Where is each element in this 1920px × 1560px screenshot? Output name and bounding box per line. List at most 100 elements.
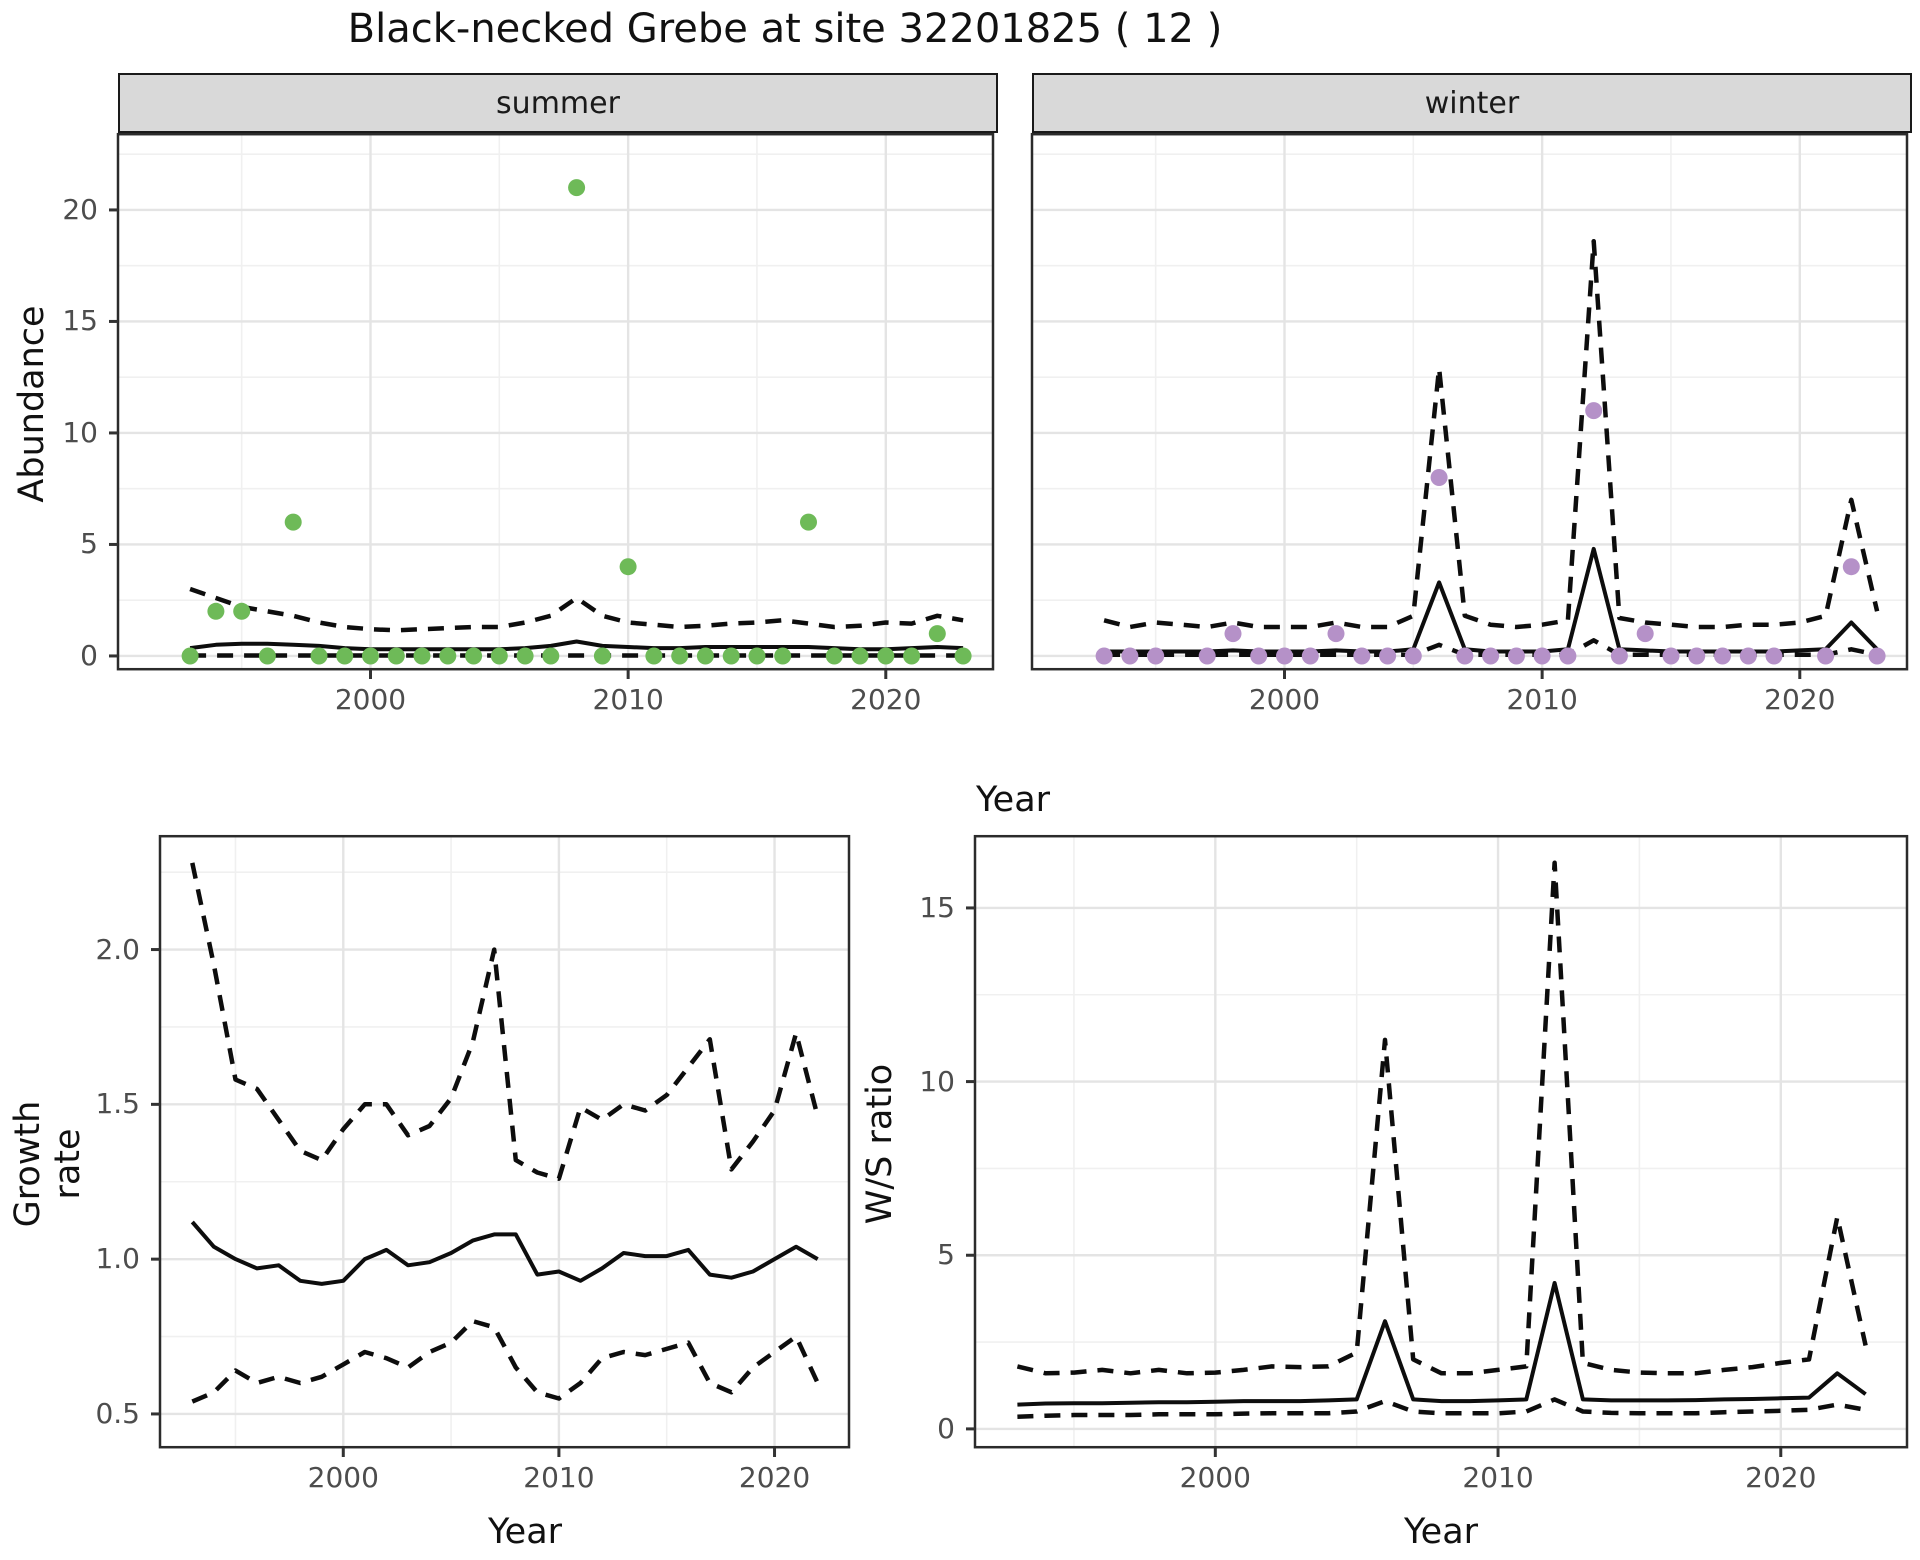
abundance-point xyxy=(387,647,405,665)
abundance-point xyxy=(1585,402,1603,420)
y-tick-label: 5 xyxy=(80,527,98,561)
abundance-point xyxy=(181,647,199,665)
y-tick-label: 1.0 xyxy=(95,1242,140,1276)
minor-gridlines xyxy=(1032,133,1908,670)
facet-strip-summer-label: summer xyxy=(496,85,620,121)
facet-strip-summer: summer xyxy=(118,73,998,133)
ci_lower-line xyxy=(1017,1397,1867,1419)
axis-ticks xyxy=(966,906,1783,1457)
x-tick-label: 2020 xyxy=(850,683,922,716)
x-tick-label: 2000 xyxy=(307,1461,379,1494)
y-tick-label: 5 xyxy=(937,1238,955,1272)
abundance-point xyxy=(439,647,457,665)
x-axis-title-growth: Year xyxy=(487,1512,563,1552)
abundance-point xyxy=(1610,647,1628,665)
ci_upper-line xyxy=(1103,238,1880,630)
x-tick-label: 2010 xyxy=(592,683,664,716)
x-tick-label: 2000 xyxy=(1248,683,1321,716)
abundance-point xyxy=(696,647,714,665)
abundance-point xyxy=(774,647,792,665)
axis-ticks xyxy=(109,208,888,679)
ci_upper-line xyxy=(1016,860,1868,1376)
abundance-point xyxy=(645,647,663,665)
abundance-point xyxy=(1817,647,1835,665)
abundance-point xyxy=(1842,558,1860,576)
abundance-point xyxy=(954,647,972,665)
abundance-point xyxy=(1224,625,1242,643)
abundance-point xyxy=(1739,647,1757,665)
minor-gridlines xyxy=(118,133,994,670)
abundance-point xyxy=(516,647,534,665)
y-tick-label: 10 xyxy=(919,1064,955,1098)
abundance-point xyxy=(413,647,431,665)
y-tick-label: 0.5 xyxy=(95,1396,140,1430)
abundance-points xyxy=(1095,402,1886,665)
abundance-point xyxy=(1533,647,1551,665)
x-axis-title-ws: Year xyxy=(1403,1512,1479,1552)
x-tick-label: 2000 xyxy=(1179,1461,1251,1494)
abundance-point xyxy=(748,647,766,665)
minor-gridlines xyxy=(975,835,1908,1448)
abundance-point xyxy=(1276,647,1293,665)
abundance-point xyxy=(1404,647,1422,665)
y-tick-label: 20 xyxy=(62,192,98,226)
y-tick-label: 0 xyxy=(937,1411,955,1445)
x-tick-label: 2020 xyxy=(1745,1461,1817,1494)
abundance-point xyxy=(1095,647,1113,665)
fit-line xyxy=(190,1220,819,1286)
abundance-point xyxy=(903,647,921,665)
abundance-point xyxy=(1379,647,1397,665)
abundance-point xyxy=(284,513,302,531)
abundance-point xyxy=(619,558,637,576)
abundance-point xyxy=(1456,647,1474,665)
abundance-point xyxy=(1147,647,1165,665)
x-axis-title-top: Year xyxy=(975,780,1051,820)
axis-ticks xyxy=(151,948,777,1457)
abundance-point xyxy=(310,647,328,665)
y-tick-label: 0 xyxy=(80,638,98,672)
abundance-point xyxy=(851,647,869,665)
y-tick-label: 1.5 xyxy=(95,1087,140,1121)
major-gridlines xyxy=(975,835,1908,1448)
abundance-point xyxy=(1327,625,1345,643)
abundance-point xyxy=(1198,647,1216,665)
abundance_winter-chart xyxy=(1030,132,1909,679)
x-tick-label: 2000 xyxy=(334,683,407,716)
y-tick-label: 10 xyxy=(62,415,98,449)
abundance-point xyxy=(1688,647,1706,665)
abundance-point xyxy=(362,647,379,665)
abundance-point xyxy=(877,647,895,665)
abundance-point xyxy=(1430,469,1448,486)
abundance-point xyxy=(490,647,508,665)
abundance-point xyxy=(722,647,740,665)
abundance-point xyxy=(1301,647,1319,665)
abundance-point xyxy=(465,647,483,665)
abundance-point xyxy=(1636,625,1654,643)
abundance-point xyxy=(1507,647,1525,665)
abundance-point xyxy=(568,179,586,197)
abundance-point xyxy=(258,647,276,665)
page-title: Black-necked Grebe at site 32201825 ( 12… xyxy=(347,6,1223,52)
x-tick-label: 2020 xyxy=(1764,683,1836,716)
facet-strip-winter-label: winter xyxy=(1424,85,1520,121)
abundance-point xyxy=(825,647,843,665)
x-tick-label: 2010 xyxy=(523,1461,595,1494)
abundance-point xyxy=(1662,647,1680,665)
ci_upper-line xyxy=(190,862,820,1181)
ci_lower-line xyxy=(191,1318,820,1404)
abundance-point xyxy=(1868,647,1886,665)
major-gridlines xyxy=(160,835,850,1448)
abundance-point xyxy=(207,602,225,620)
abundance-point xyxy=(1353,647,1371,665)
fit-line xyxy=(1017,1281,1867,1407)
growth_rate-chart xyxy=(151,834,851,1457)
y-tick-label: 2.0 xyxy=(95,932,140,966)
abundance-point xyxy=(1121,647,1139,665)
abundance-point xyxy=(336,647,354,665)
x-tick-label: 2010 xyxy=(1462,1461,1534,1494)
abundance-point xyxy=(1250,647,1268,665)
abundance-point xyxy=(1482,647,1500,665)
minor-gridlines xyxy=(160,835,850,1448)
abundance-point xyxy=(1559,647,1577,665)
